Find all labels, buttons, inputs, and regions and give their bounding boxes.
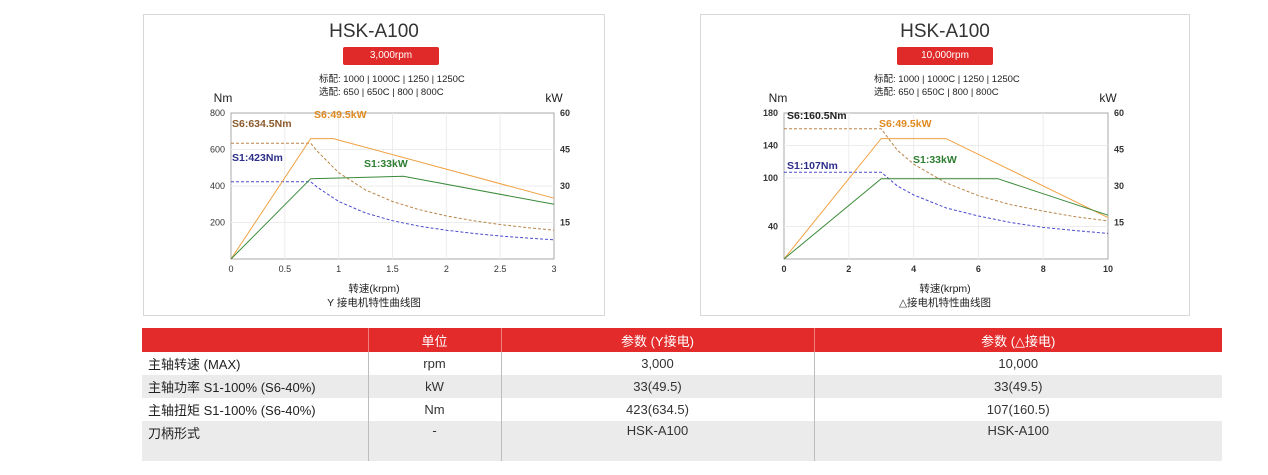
series-annotation: S1:423Nm <box>232 152 283 164</box>
y-right-tick-label: 45 <box>1114 145 1124 155</box>
row-label: 主轴扭矩 S1-100% (S6-40%) <box>142 398 369 421</box>
y-right-tick-label: 60 <box>1114 108 1124 118</box>
x-tick-label: 4 <box>911 264 916 274</box>
series-annotation: S1:33kW <box>364 158 408 170</box>
table-header-cell <box>142 328 369 352</box>
chart-title: HSK-A100 <box>900 21 990 42</box>
series-line <box>230 138 555 260</box>
x-tick-label: 0.5 <box>279 264 292 274</box>
x-tick-label: 2 <box>846 264 851 274</box>
x-tick-label: 2.5 <box>494 264 507 274</box>
table-cell: 33(49.5) <box>501 375 815 398</box>
chart-caption: △接电机特性曲线图 <box>898 297 992 309</box>
y-right-tick-label: 15 <box>560 218 570 228</box>
y-right-tick-label: 15 <box>1114 218 1124 228</box>
y-left-tick-label: 200 <box>210 218 225 228</box>
x-tick-label: 0 <box>228 264 233 274</box>
series-annotation: S6:49.5kW <box>314 109 367 121</box>
table-cell: 3,000 <box>501 352 815 375</box>
spec-standard: 标配: 1000 | 1000C | 1250 | 1250C <box>874 74 1020 85</box>
row-label: 刀柄形式 <box>142 421 369 461</box>
x-tick-label: 0 <box>781 264 786 274</box>
x-tick-label: 6 <box>976 264 981 274</box>
table-cell: 423(634.5) <box>501 398 815 421</box>
y-right-axis-title: kW <box>545 91 563 105</box>
y-right-axis-title: kW <box>1099 91 1117 105</box>
series-line <box>784 128 1109 222</box>
x-tick-label: 2 <box>444 264 449 274</box>
series-line <box>230 175 555 260</box>
x-tick-label: 1.5 <box>386 264 399 274</box>
table-cell: Nm <box>368 398 502 421</box>
y-left-tick-label: 100 <box>763 173 778 183</box>
table-cell: 107(160.5) <box>814 398 1222 421</box>
y-right-tick-label: 30 <box>1114 181 1124 191</box>
speed-badge: 3,000rpm <box>343 47 439 65</box>
table-cell: rpm <box>368 352 502 375</box>
speed-badge: 10,000rpm <box>897 47 993 65</box>
chart-title: HSK-A100 <box>329 21 419 42</box>
series-annotation: S1:107Nm <box>787 160 838 172</box>
table-header-cell: 参数 (△接电) <box>814 328 1222 352</box>
y-left-axis-title: Nm <box>769 91 788 105</box>
y-right-tick-label: 45 <box>560 145 570 155</box>
x-tick-label: 10 <box>1103 264 1113 274</box>
torque-power-chart: 0 2 4 6 8 10 40 100 140 180 15 30 45 60 Nm kW S6:160.5Nm… <box>763 91 1124 274</box>
spec-table: 单位 参数 (Y接电) 参数 (△接电) 主轴转速 (MAX) rpm 3,00… <box>142 328 1222 461</box>
series-annotation: S1:33kW <box>913 154 957 166</box>
table-cell: 10,000 <box>814 352 1222 375</box>
spec-standard: 标配: 1000 | 1000C | 1250 | 1250C <box>319 74 465 85</box>
x-tick-label: 1 <box>336 264 341 274</box>
plot-frame <box>783 112 1109 260</box>
y-right-tick-label: 30 <box>560 181 570 191</box>
series-annotation: S6:49.5kW <box>879 118 932 130</box>
table-row: 主轴转速 (MAX) rpm 3,000 10,000 <box>142 352 1222 375</box>
chart-panel-y: HSK-A100 3,000rpm 标配: 1000 | 1000C | 125… <box>143 14 605 316</box>
x-tick-label: 3 <box>551 264 556 274</box>
table-row: 主轴扭矩 S1-100% (S6-40%) Nm 423(634.5) 107(… <box>142 398 1222 421</box>
y-left-tick-label: 40 <box>768 222 778 232</box>
series-line <box>783 178 1109 260</box>
chart-caption: Y 接电机特性曲线图 <box>327 297 421 309</box>
series-annotation: S6:160.5Nm <box>787 110 847 122</box>
series-line <box>783 138 1109 260</box>
y-left-tick-label: 600 <box>210 145 225 155</box>
series-annotation: S6:634.5Nm <box>232 118 292 130</box>
series-line <box>231 142 555 231</box>
torque-power-chart: 0 0.5 1 1.5 2 2.5 3 200 400 600 800 15 30 45 60 Nm kW S6:… <box>210 91 570 274</box>
chart-panel-delta: HSK-A100 10,000rpm 标配: 1000 | 1000C | 12… <box>700 14 1190 316</box>
table-row: 主轴功率 S1-100% (S6-40%) kW 33(49.5) 33(49.… <box>142 375 1222 398</box>
table-header-cell: 单位 <box>368 328 502 352</box>
y-left-tick-label: 180 <box>763 108 778 118</box>
y-left-tick-label: 400 <box>210 181 225 191</box>
table-header-cell: 参数 (Y接电) <box>501 328 815 352</box>
y-right-tick-label: 60 <box>560 108 570 118</box>
x-tick-label: 8 <box>1041 264 1046 274</box>
x-axis-label: 转速(krpm) <box>919 283 971 295</box>
table-header-row: 单位 参数 (Y接电) 参数 (△接电) <box>142 328 1222 352</box>
series-line <box>231 181 555 241</box>
table-cell: 33(49.5) <box>814 375 1222 398</box>
table-row: 刀柄形式 - HSK-A100 HSK-A100 <box>142 421 1222 461</box>
spec-optional: 选配: 650 | 650C | 800 | 800C <box>319 87 444 98</box>
y-left-tick-label: 140 <box>763 140 778 150</box>
y-left-axis-title: Nm <box>214 91 233 105</box>
table-cell: - <box>368 421 502 461</box>
x-axis-label: 转速(krpm) <box>348 283 400 295</box>
row-label: 主轴功率 S1-100% (S6-40%) <box>142 375 369 398</box>
table-cell: HSK-A100 <box>501 421 815 461</box>
row-label: 主轴转速 (MAX) <box>142 352 369 375</box>
table-cell: HSK-A100 <box>814 421 1222 461</box>
y-left-tick-label: 800 <box>210 108 225 118</box>
table-cell: kW <box>368 375 502 398</box>
spec-optional: 选配: 650 | 650C | 800 | 800C <box>874 87 999 98</box>
series-line <box>784 171 1109 234</box>
